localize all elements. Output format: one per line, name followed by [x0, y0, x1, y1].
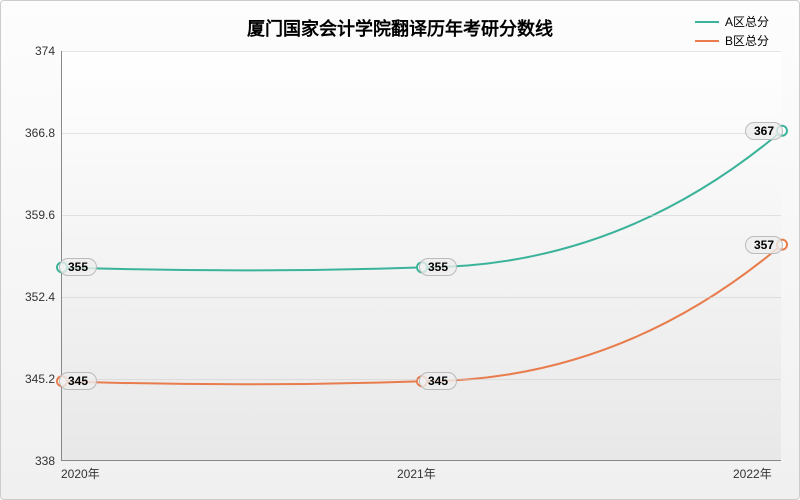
chart-title: 厦门国家会计学院翻译历年考研分数线 [1, 15, 799, 41]
legend-label-0: A区总分 [725, 13, 769, 30]
data-label: 355 [419, 258, 457, 276]
legend-swatch-1 [695, 40, 719, 42]
y-tick-label: 366.8 [25, 126, 55, 140]
legend-swatch-0 [695, 21, 719, 23]
gridline [62, 297, 781, 298]
legend: A区总分 B区总分 [695, 13, 769, 51]
data-label: 355 [59, 258, 97, 276]
data-label: 367 [745, 122, 783, 140]
x-tick-label: 2020年 [61, 465, 100, 482]
y-tick-label: 374 [35, 44, 55, 58]
plot-area: 355 355 367 345 345 357 [61, 51, 781, 461]
x-tick-label: 2021年 [397, 465, 436, 482]
y-tick-label: 338 [35, 454, 55, 468]
data-label: 345 [419, 372, 457, 390]
legend-label-1: B区总分 [725, 32, 769, 49]
data-label: 357 [745, 236, 783, 254]
gridline [62, 51, 781, 52]
gridline [62, 215, 781, 216]
x-tick-label: 2022年 [733, 465, 772, 482]
series-line-0 [62, 131, 782, 271]
data-label: 345 [59, 372, 97, 390]
legend-item-0: A区总分 [695, 13, 769, 30]
y-tick-label: 359.6 [25, 208, 55, 222]
chart-container: 厦门国家会计学院翻译历年考研分数线 A区总分 B区总分 355 355 367 345… [0, 0, 800, 500]
y-tick-label: 345.2 [25, 372, 55, 386]
legend-item-1: B区总分 [695, 32, 769, 49]
gridline [62, 133, 781, 134]
chart-svg [62, 51, 781, 460]
y-tick-label: 352.4 [25, 290, 55, 304]
